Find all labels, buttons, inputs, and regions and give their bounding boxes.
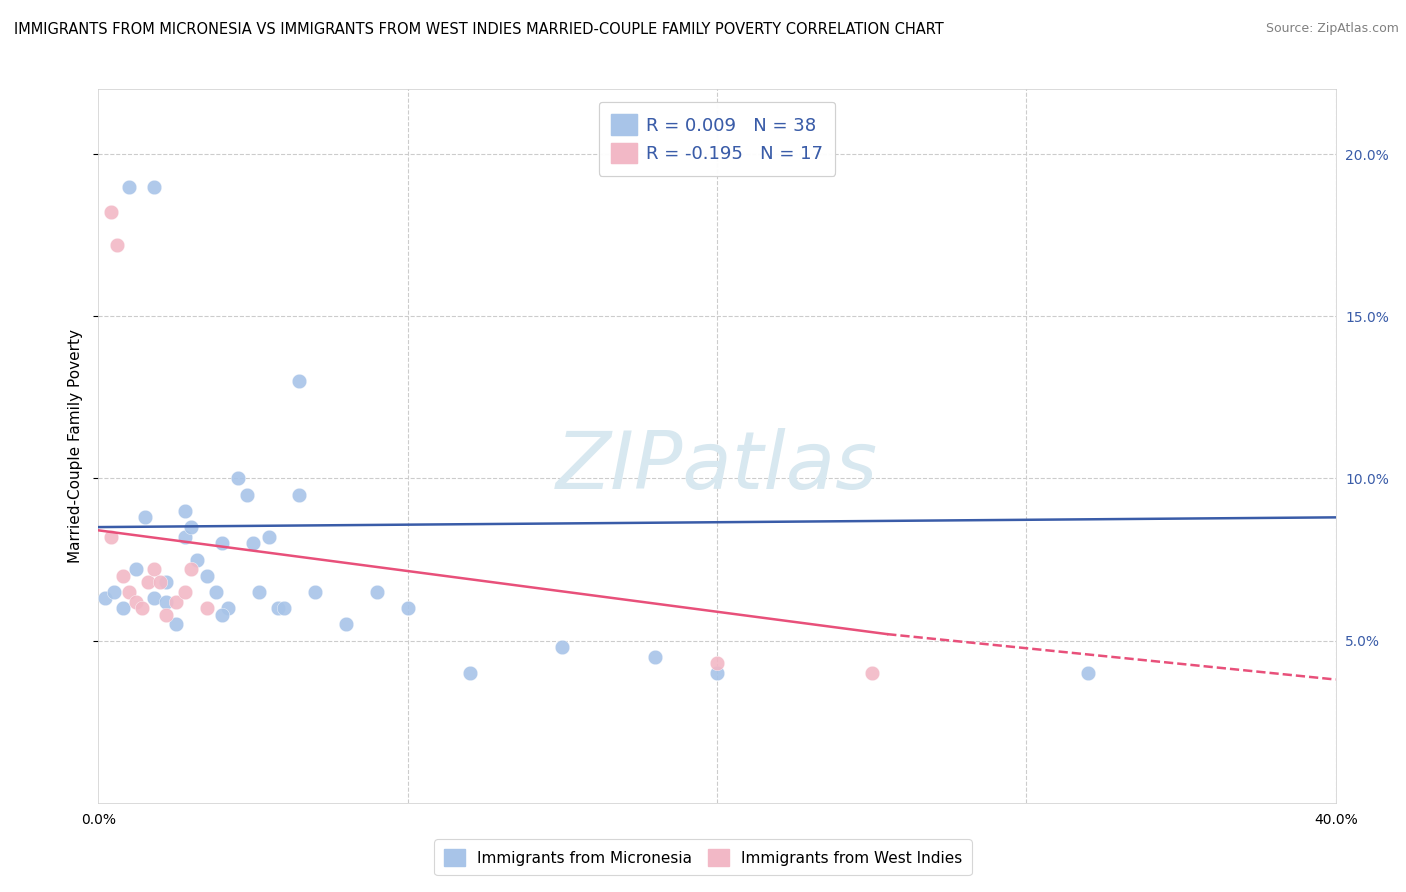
Point <box>180 562 202 576</box>
Point <box>143 179 166 194</box>
Point <box>118 179 141 194</box>
Point <box>165 617 187 632</box>
Point <box>165 595 187 609</box>
Point <box>217 601 239 615</box>
Point <box>195 568 218 582</box>
Point <box>105 238 128 252</box>
Point <box>180 520 202 534</box>
Point <box>186 552 208 566</box>
Point <box>366 585 388 599</box>
Point <box>247 585 270 599</box>
Text: IMMIGRANTS FROM MICRONESIA VS IMMIGRANTS FROM WEST INDIES MARRIED-COUPLE FAMILY : IMMIGRANTS FROM MICRONESIA VS IMMIGRANTS… <box>14 22 943 37</box>
Point <box>100 530 122 544</box>
Point <box>174 530 197 544</box>
Point <box>304 585 326 599</box>
Text: Source: ZipAtlas.com: Source: ZipAtlas.com <box>1265 22 1399 36</box>
Point <box>143 591 166 606</box>
Point <box>112 568 135 582</box>
Text: ZIPatlas: ZIPatlas <box>555 428 879 507</box>
Point <box>124 562 146 576</box>
Point <box>131 601 153 615</box>
Point <box>257 530 280 544</box>
Point <box>93 591 115 606</box>
Point <box>134 510 156 524</box>
Point <box>155 607 177 622</box>
Point <box>335 617 357 632</box>
Point <box>155 595 177 609</box>
Point <box>174 504 197 518</box>
Point <box>267 601 290 615</box>
Legend: Immigrants from Micronesia, Immigrants from West Indies: Immigrants from Micronesia, Immigrants f… <box>434 839 972 875</box>
Point <box>100 205 122 219</box>
Point <box>143 562 166 576</box>
Legend: R = 0.009   N = 38, R = -0.195   N = 17: R = 0.009 N = 38, R = -0.195 N = 17 <box>599 102 835 176</box>
Point <box>396 601 419 615</box>
Point <box>288 488 311 502</box>
Point <box>136 575 159 590</box>
Point <box>124 595 146 609</box>
Point <box>860 666 883 681</box>
Point <box>706 657 728 671</box>
Y-axis label: Married-Couple Family Poverty: Married-Couple Family Poverty <box>67 329 83 563</box>
Point <box>644 649 666 664</box>
Point <box>155 575 177 590</box>
Point <box>1077 666 1099 681</box>
Point <box>288 374 311 388</box>
Point <box>103 585 125 599</box>
Point <box>211 607 233 622</box>
Point <box>149 575 172 590</box>
Point <box>226 471 249 485</box>
Point <box>174 585 197 599</box>
Point <box>706 666 728 681</box>
Point <box>273 601 295 615</box>
Point <box>112 601 135 615</box>
Point <box>458 666 481 681</box>
Point <box>195 601 218 615</box>
Point <box>236 488 259 502</box>
Point <box>242 536 264 550</box>
Point <box>551 640 574 654</box>
Point <box>211 536 233 550</box>
Point <box>205 585 228 599</box>
Point <box>118 585 141 599</box>
